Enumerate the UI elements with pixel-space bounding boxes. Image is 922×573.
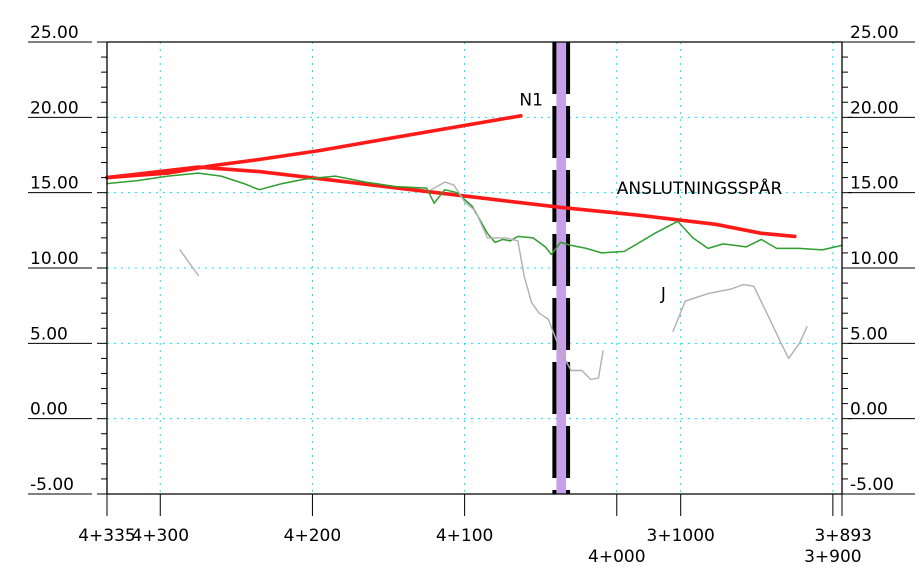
x-tick-label: 3+1000 <box>647 526 715 546</box>
y-tick-label-left: 5.00 <box>30 324 68 344</box>
y-tick-label-left: -5.00 <box>30 475 74 495</box>
annotation-label: J <box>660 285 666 305</box>
series-line-existing-ground-segment-2 <box>430 181 604 381</box>
x-tick-label: 4+335 <box>78 526 136 546</box>
axes <box>28 41 915 516</box>
y-tick-label-left: 10.00 <box>30 249 79 269</box>
series-line-existing-ground-segment-3 <box>672 283 808 360</box>
y-tick-label-right: 20.00 <box>850 98 899 118</box>
y-tick-label-left: 20.00 <box>30 98 79 118</box>
y-tick-label-right: -5.00 <box>850 475 894 495</box>
y-tick-label-right: 10.00 <box>850 249 899 269</box>
track-crossing <box>552 42 571 494</box>
y-tick-label-left: 15.00 <box>30 174 79 194</box>
y-tick-label-left: 25.00 <box>30 23 79 43</box>
x-tick-label: 4+000 <box>588 547 646 567</box>
series-line-design-line-connection-track <box>105 165 797 239</box>
x-tick-label: 4+300 <box>132 526 190 546</box>
x-tick-label: 3+893 <box>814 526 872 546</box>
y-tick-label-right: 0.00 <box>850 400 888 420</box>
gridlines <box>107 42 842 494</box>
crossing-band-fill <box>556 42 567 494</box>
y-tick-label-right: 5.00 <box>850 324 888 344</box>
x-tick-label: 4+200 <box>284 526 342 546</box>
y-tick-label-left: 0.00 <box>30 400 68 420</box>
annotation-label: N1 <box>519 90 543 110</box>
x-tick-label: 3+900 <box>804 547 862 567</box>
x-tick-label: 4+100 <box>436 526 494 546</box>
labels: 25.00 25.00 20.00 20.00 15.00 15.00 10.00 10.00… <box>30 23 899 567</box>
y-tick-label-right: 25.00 <box>850 23 899 43</box>
series-lines <box>105 114 843 381</box>
annotation-label: ANSLUTNINGSSPÅR <box>617 177 783 199</box>
series-line-existing-ground-segment-1 <box>179 249 200 277</box>
y-tick-label-right: 15.00 <box>850 174 899 194</box>
series-line-design-line-N1 <box>105 114 523 180</box>
series-line-ground-line <box>106 172 843 256</box>
